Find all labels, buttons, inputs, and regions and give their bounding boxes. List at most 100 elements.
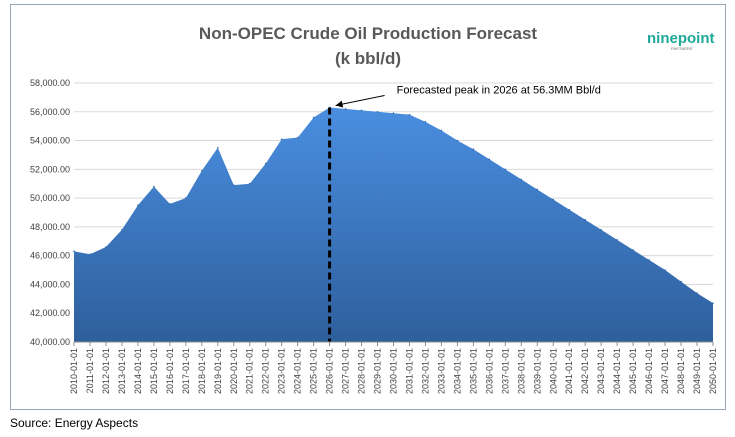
x-tick-label: 2024-01-01 [293,348,303,394]
annotation-arrow [335,94,385,106]
data-point [456,139,459,142]
data-point [185,197,187,199]
x-tick-label: 2047-01-01 [660,348,670,394]
x-tick-label: 2016-01-01 [165,348,175,394]
data-point [105,246,107,248]
data-point [616,239,618,241]
x-tick-label: 2049-01-01 [692,348,702,394]
y-tick-label: 46,000.00 [30,251,70,261]
data-point [584,218,586,221]
data-point [568,208,571,211]
data-point [472,148,475,150]
source-note: Source: Energy Aspects [10,416,139,430]
y-axis-ticks: 40,000.00 42,000.00 44,000.00 46,000.00 48,0… [30,78,70,347]
y-tick-label: 48,000.00 [30,222,70,232]
x-tick-label: 2046-01-01 [644,348,654,394]
data-point [169,203,171,205]
x-tick-label: 2012-01-01 [101,348,111,394]
data-point [153,185,155,188]
data-point [216,146,219,149]
data-point [600,228,602,231]
logo: ninepoint PARTNERS [647,25,715,51]
data-point [696,292,698,294]
x-tick-label: 2045-01-01 [628,348,638,394]
data-point [536,188,539,191]
x-tick-label: 2035-01-01 [468,348,478,394]
data-point [280,138,283,140]
x-tick-label: 2018-01-01 [197,348,207,394]
x-tick-label: 2025-01-01 [309,348,319,394]
peak-annotation: Forecasted peak in 2026 at 56.3MM Bbl/d [397,84,601,96]
x-tick-label: 2042-01-01 [580,348,590,394]
data-point [248,182,251,185]
x-tick-label: 2048-01-01 [676,348,686,394]
y-tick-label: 58,000.00 [30,78,70,88]
data-point [201,169,203,172]
y-tick-label: 40,000.00 [30,337,70,347]
data-point [424,121,427,123]
annotation-arrowhead [335,100,344,108]
data-point [296,136,299,139]
data-point [632,249,634,251]
x-tick-label: 2029-01-01 [373,348,383,394]
x-tick-label: 2034-01-01 [452,348,462,394]
x-tick-label: 2043-01-01 [596,348,606,394]
logo-mask [647,25,695,51]
y-tick-label: 54,000.00 [30,136,70,146]
x-tick-label: 2050-01-01 [708,348,718,394]
x-tick-label: 2015-01-01 [149,348,159,394]
data-point [376,110,379,113]
data-point [664,269,666,271]
data-point [504,168,507,171]
chart-subtitle: (k bbl/d) [335,49,401,68]
data-point [440,129,443,132]
x-tick-label: 2026-01-01 [325,348,335,394]
y-tick-label: 42,000.00 [30,308,70,318]
x-tick-label: 2039-01-01 [532,348,542,394]
x-tick-label: 2037-01-01 [500,348,510,394]
chart-title: Non-OPEC Crude Oil Production Forecast [199,24,537,43]
data-point [360,109,363,112]
y-tick-label: 50,000.00 [30,193,70,203]
data-point [552,198,555,201]
logo-text: ninepoint [647,30,715,47]
data-point [264,162,267,165]
data-point [712,302,714,304]
x-tick-label: 2033-01-01 [436,348,446,394]
series-area [74,107,713,343]
x-tick-label: 2010-01-01 [69,348,79,394]
data-point [520,178,523,181]
x-tick-label: 2031-01-01 [404,348,414,394]
data-point [488,158,491,161]
chart-svg: Non-OPEC Crude Oil Production Forecast (… [30,24,718,394]
x-tick-label: 2038-01-01 [516,348,526,394]
x-tick-label: 2022-01-01 [261,348,271,394]
data-point [73,250,75,253]
chart-frame: Non-OPEC Crude Oil Production Forecast (… [10,4,726,410]
data-point [680,280,682,283]
y-tick-label: 52,000.00 [30,164,70,174]
x-tick-label: 2013-01-01 [117,348,127,394]
data-point [312,116,315,119]
x-tick-label: 2040-01-01 [548,348,558,394]
x-tick-label: 2044-01-01 [612,348,622,394]
x-tick-label: 2011-01-01 [85,348,95,393]
logo-sub: PARTNERS [671,46,693,51]
x-tick-label: 2020-01-01 [229,348,239,394]
x-tick-label: 2023-01-01 [277,348,287,394]
x-tick-label: 2019-01-01 [213,348,223,394]
data-point [89,253,91,256]
x-tick-label: 2027-01-01 [341,348,351,394]
x-tick-label: 2041-01-01 [564,348,574,394]
x-tick-label: 2017-01-01 [181,348,191,394]
data-point [648,259,650,261]
data-point [408,113,411,116]
x-axis-ticks: 2010-01-01 2011-01-01 2012-01-01 2013-01-01… [69,342,718,394]
data-point [121,228,123,231]
data-point [232,184,235,186]
x-tick-label: 2032-01-01 [420,348,430,394]
x-tick-label: 2014-01-01 [133,348,143,394]
y-tick-label: 56,000.00 [30,107,70,117]
x-tick-label: 2021-01-01 [245,348,255,394]
x-tick-label: 2028-01-01 [357,348,367,394]
